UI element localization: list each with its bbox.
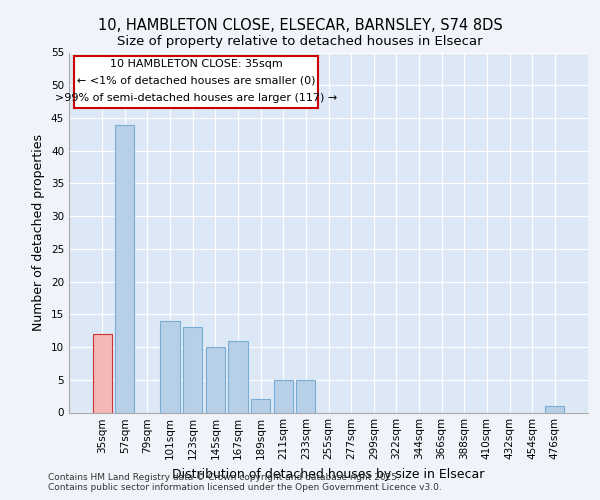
Bar (545, 406, 565, 412)
Bar (160, 321, 180, 412)
Text: Contains HM Land Registry data © Crown copyright and database right 2025.
Contai: Contains HM Land Registry data © Crown c… (48, 473, 442, 492)
Bar (229, 340, 248, 412)
X-axis label: Distribution of detached houses by size in Elsecar: Distribution of detached houses by size … (172, 468, 485, 481)
Bar (251, 400, 270, 412)
Text: 10, HAMBLETON CLOSE, ELSECAR, BARNSLEY, S74 8DS: 10, HAMBLETON CLOSE, ELSECAR, BARNSLEY, … (98, 18, 502, 32)
Text: 10 HAMBLETON CLOSE: 35sqm: 10 HAMBLETON CLOSE: 35sqm (110, 58, 283, 68)
Bar (92, 334, 112, 412)
FancyBboxPatch shape (74, 56, 318, 108)
Text: Size of property relative to detached houses in Elsecar: Size of property relative to detached ho… (117, 35, 483, 48)
Text: ← <1% of detached houses are smaller (0): ← <1% of detached houses are smaller (0) (77, 75, 316, 85)
Bar (183, 328, 202, 412)
Y-axis label: Number of detached properties: Number of detached properties (32, 134, 46, 331)
Bar (296, 380, 316, 412)
Bar (274, 380, 293, 412)
Bar (206, 347, 225, 412)
Text: >99% of semi-detached houses are larger (117) →: >99% of semi-detached houses are larger … (55, 92, 337, 102)
Bar (115, 124, 134, 412)
